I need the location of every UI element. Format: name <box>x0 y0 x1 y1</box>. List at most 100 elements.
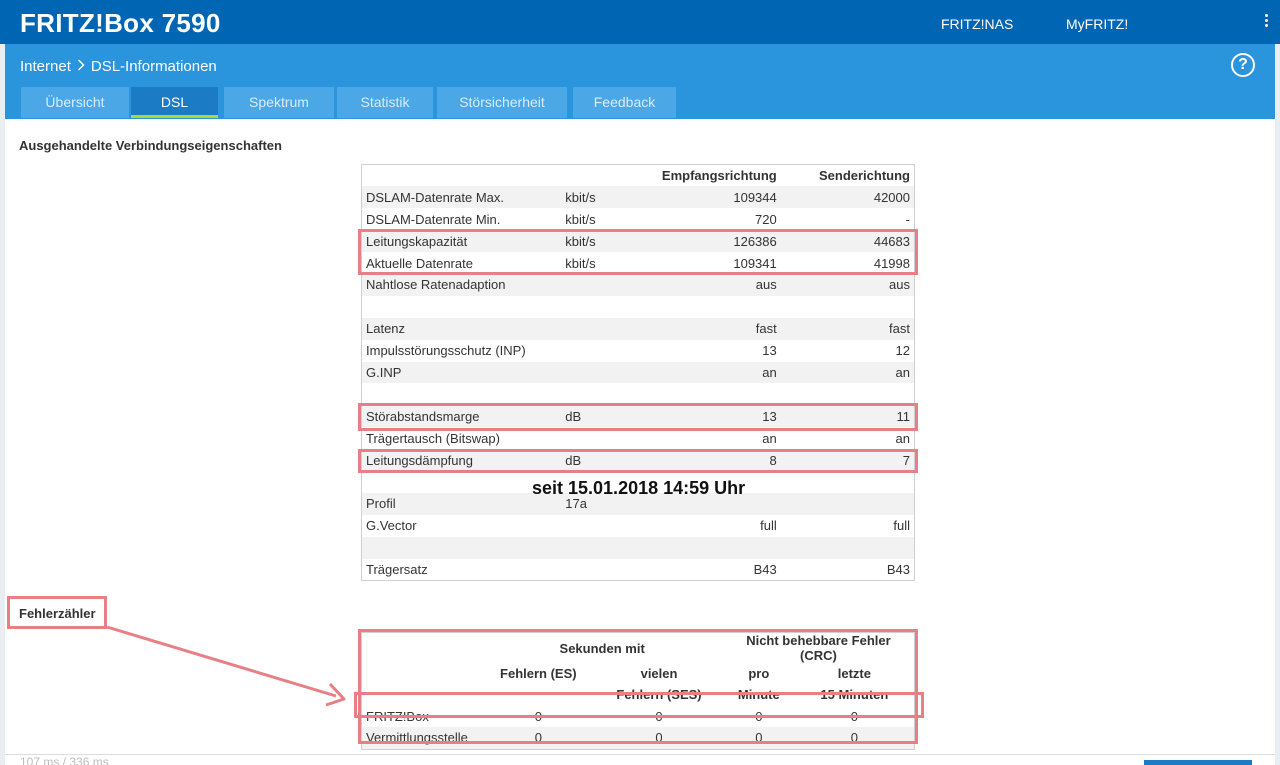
main-content: Ausgehandelte Verbindungseigenschaften E… <box>5 119 1275 765</box>
prop-up: B43 <box>886 561 910 577</box>
header-empty <box>361 164 562 187</box>
err-group-seconds: Sekunden mit <box>559 640 645 656</box>
table-row: G.INP an an <box>361 361 915 384</box>
prop-label: G.Vector <box>366 518 417 534</box>
prop-up: full <box>893 518 910 534</box>
prop-down: 109341 <box>733 255 777 271</box>
prop-up: - <box>905 211 910 227</box>
highlight-box-snr-margin <box>358 403 918 431</box>
prop-label <box>361 536 562 559</box>
prop-label: DSLAM-Datenrate Max. <box>361 186 562 209</box>
myfritz-link[interactable]: MyFRITZ! <box>1066 16 1129 32</box>
tab-feedback[interactable]: Feedback <box>573 87 676 118</box>
prop-label: Profil <box>361 492 562 515</box>
prop-label: Trägersatz <box>366 561 428 577</box>
err-col-ses-1: vielen <box>640 666 678 681</box>
footer-divider <box>5 754 1275 755</box>
connection-properties-table: Empfangsrichtung Senderichtung DSLAM-Dat… <box>361 164 915 581</box>
prop-up: 7 <box>780 449 915 471</box>
prop-up: 11 <box>780 405 915 428</box>
prop-down: 126386 <box>654 230 781 253</box>
tab-statistik[interactable]: Statistik <box>337 87 433 118</box>
prop-label: DSLAM-Datenrate Min. <box>366 211 501 227</box>
table-row: Trägersatz B43 B43 <box>362 559 915 581</box>
prop-label: Leitungsdämpfung <box>361 449 562 471</box>
top-bar: FRITZ!Box 7590 FRITZ!NAS MyFRITZ! <box>0 0 1280 44</box>
prop-label: Nahtlose Ratenadaption <box>361 273 562 296</box>
prop-up: fast <box>780 317 915 340</box>
tab-dsl[interactable]: DSL <box>131 87 218 118</box>
prop-down: full <box>760 518 777 534</box>
table-row: Leitungsdämpfung dB 8 7 <box>361 449 915 471</box>
prop-unit: 17a <box>561 492 655 515</box>
tab-stoersicherheit[interactable]: Störsicherheit <box>437 87 567 118</box>
prop-up: aus <box>780 273 915 296</box>
more-menu-icon[interactable] <box>1262 12 1270 32</box>
table-row: Aktuelle Datenrate kbit/s 109341 41998 <box>362 252 915 274</box>
prop-up: 44683 <box>780 230 915 253</box>
help-icon[interactable]: ? <box>1231 53 1255 77</box>
table-row: Impulsstörungsschutz (INP) 13 12 <box>362 340 915 362</box>
prop-down: B43 <box>753 561 777 577</box>
prop-down <box>654 492 781 515</box>
prop-unit <box>561 536 655 559</box>
highlight-box-fritzbox-row <box>354 692 924 718</box>
prop-down <box>654 536 781 559</box>
prop-up <box>780 536 915 559</box>
breadcrumb: Internet DSL-Informationen <box>20 58 217 75</box>
header-unit <box>561 164 655 187</box>
prop-down: 8 <box>654 449 781 471</box>
prop-down: 109344 <box>654 186 781 209</box>
prop-up: 41998 <box>873 255 910 271</box>
prop-up: 12 <box>895 343 910 359</box>
active-tab-underline <box>131 115 218 118</box>
breadcrumb-current: DSL-Informationen <box>90 58 217 75</box>
err-group-crc: Nicht behebbare Fehler (CRC) <box>746 633 891 663</box>
prop-label: Leitungskapazität <box>361 230 562 253</box>
tab-spektrum[interactable]: Spektrum <box>224 87 334 118</box>
table-row <box>361 536 915 559</box>
prop-label: Impulsstörungsschutz (INP) <box>366 343 526 359</box>
prop-unit: kbit/s <box>561 186 655 209</box>
prop-up <box>780 492 915 515</box>
table-row: G.Vector full full <box>362 515 915 537</box>
prop-unit: dB <box>561 405 655 428</box>
prop-label: Aktuelle Datenrate <box>366 255 473 271</box>
table-row: Störabstandsmarge dB 13 11 <box>361 405 915 428</box>
tab-uebersicht[interactable]: Übersicht <box>21 87 129 118</box>
prop-down: an <box>654 361 781 384</box>
prop-unit <box>561 361 655 384</box>
sub-header: Internet DSL-Informationen ? Übersicht D… <box>5 44 1275 119</box>
table-row: DSLAM-Datenrate Min. kbit/s 720 - <box>362 208 915 230</box>
prop-label: Latenz <box>361 317 562 340</box>
header-up: Senderichtung <box>780 164 915 187</box>
err-col-pm-1: pro <box>748 666 770 681</box>
prop-down: 720 <box>755 211 777 227</box>
table-row: Leitungskapazität kbit/s 126386 44683 <box>361 230 915 253</box>
prop-up: an <box>780 361 915 384</box>
prop-down: 13 <box>654 405 781 428</box>
prop-label: Trägertausch (Bitswap) <box>366 430 500 446</box>
brand-logo[interactable]: FRITZ!Box 7590 <box>20 8 221 38</box>
fritznas-link[interactable]: FRITZ!NAS <box>941 16 1014 32</box>
err-col-l15-1: letzte <box>837 666 871 681</box>
prop-down: fast <box>654 317 781 340</box>
prop-down: 13 <box>762 343 777 359</box>
since-timestamp: seit 15.01.2018 14:59 Uhr <box>532 478 746 498</box>
highlight-box-error-table <box>358 629 918 744</box>
prop-unit <box>561 273 655 296</box>
prop-down: aus <box>654 273 781 296</box>
chevron-right-icon <box>77 58 85 75</box>
breadcrumb-internet[interactable]: Internet <box>20 58 71 75</box>
footer-action-button[interactable] <box>1144 760 1252 765</box>
prop-unit: kbit/s <box>565 255 596 271</box>
header-down: Empfangsrichtung <box>654 164 781 187</box>
prop-label: G.INP <box>361 361 562 384</box>
table-row: Trägertausch (Bitswap) an an <box>362 427 915 449</box>
prop-label: Störabstandsmarge <box>361 405 562 428</box>
table-row: Nahtlose Ratenadaption aus aus <box>361 273 915 296</box>
tab-dsl-label: DSL <box>160 94 189 110</box>
prop-down: an <box>762 430 777 446</box>
error-counter-table: Sekunden mit Nicht behebbare Fehler (CRC… <box>361 632 915 750</box>
